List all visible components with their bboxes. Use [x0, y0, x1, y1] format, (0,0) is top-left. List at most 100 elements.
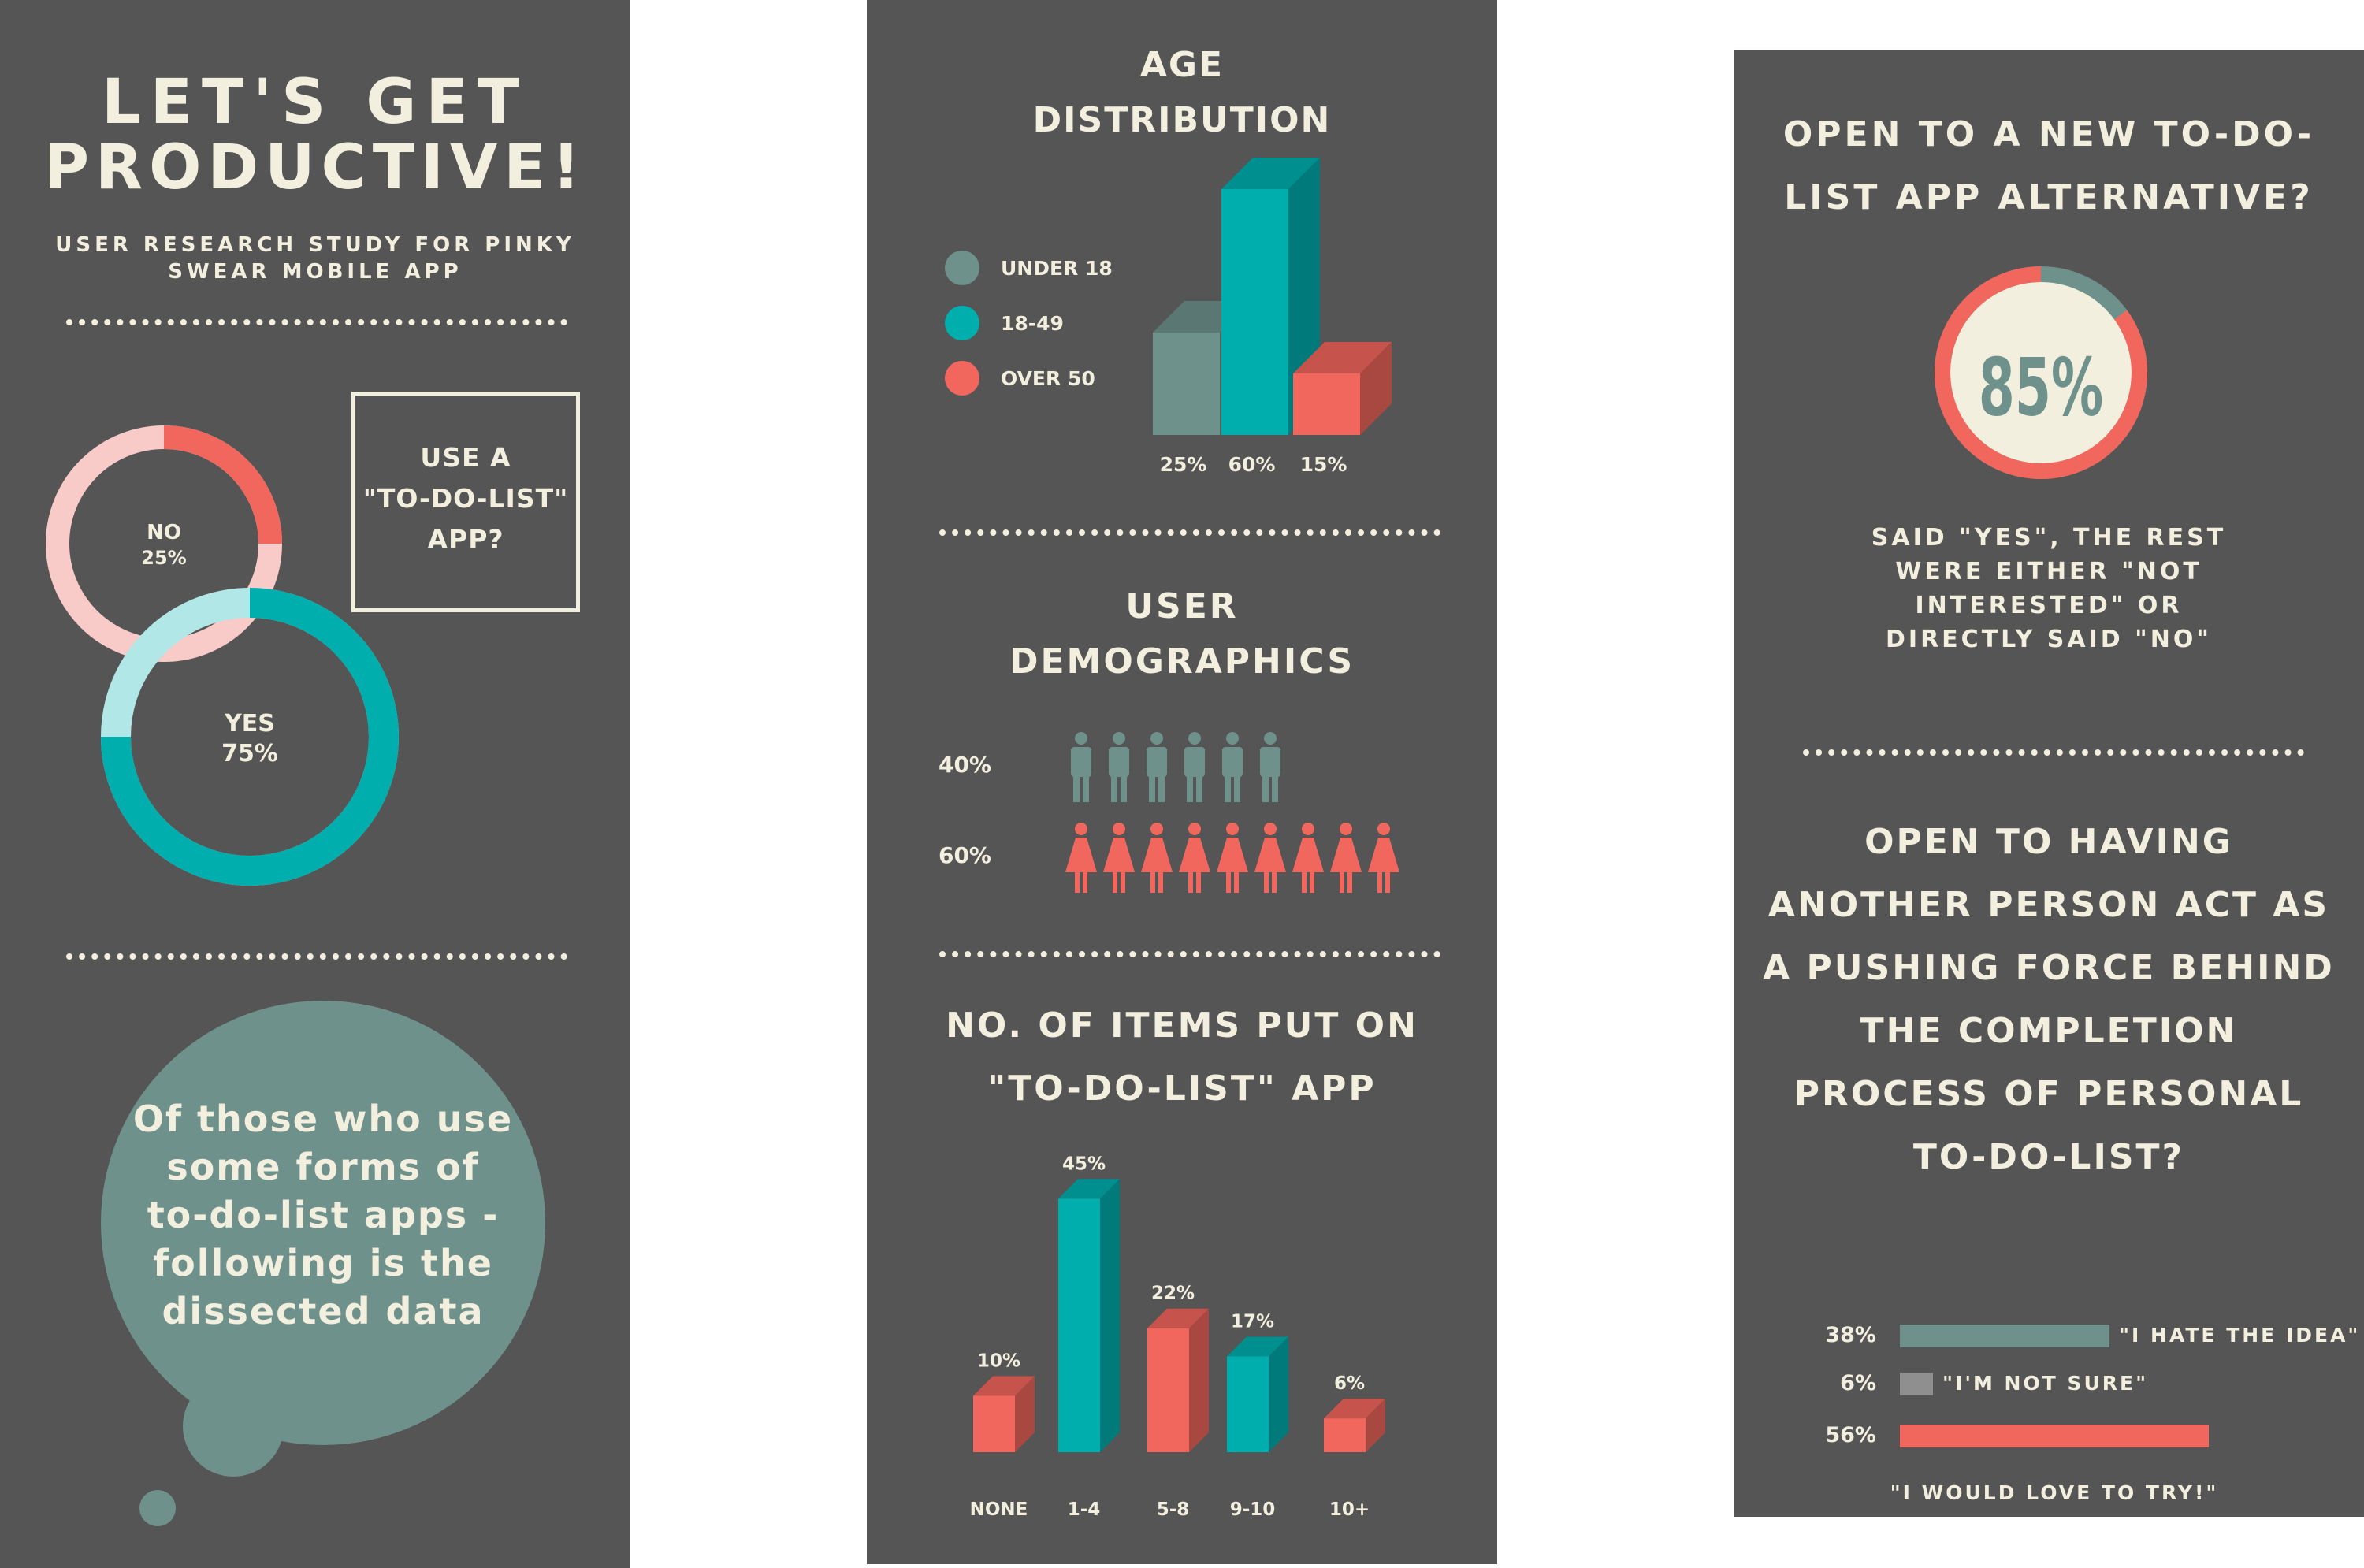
- thought-bubble: [101, 1001, 545, 1526]
- divider: [939, 529, 1440, 536]
- items-value-label: 17%: [1231, 1311, 1274, 1332]
- hbar-category-label: "I'M NOT SURE": [1942, 1372, 2148, 1395]
- female-person-icon: [1065, 823, 1097, 893]
- legend-label: OVER 50: [1001, 367, 1095, 390]
- divider: [939, 951, 1440, 957]
- items-bar-top: [1324, 1399, 1385, 1419]
- male-person-icon: [1222, 732, 1243, 802]
- items-bar-side: [1100, 1179, 1120, 1452]
- panel-intro: LET'S GET PRODUCTIVE! USER RESEARCH STUD…: [0, 0, 630, 1568]
- torso: [1109, 747, 1129, 777]
- new-app-caption: SAID "YES", THE REST WERE EITHER "NOT IN…: [1871, 524, 2227, 653]
- no-ring-slice: [163, 425, 282, 544]
- items-chart-title: NO. OF ITEMS PUT ON "TO-DO-LIST" APP: [946, 1005, 1418, 1109]
- ring-center: [1946, 278, 2135, 467]
- age-bar: [1221, 189, 1288, 435]
- male-person-icon: [1184, 732, 1205, 802]
- head: [1264, 823, 1277, 835]
- panel-demographics: AGE DISTRIBUTION UNDER 18 18-49 OVER 50 25%…: [867, 0, 1497, 1564]
- leg: [1083, 871, 1087, 893]
- user-demographics-chart: 40% 60%: [939, 732, 1399, 893]
- yes-label: YES: [224, 710, 275, 738]
- items-category-label: 5-8: [1157, 1499, 1190, 1520]
- head: [1226, 823, 1239, 835]
- thought-bubble-body: [101, 1001, 545, 1445]
- torso: [1071, 747, 1091, 777]
- age-distribution-chart: UNDER 18 18-49 OVER 50 25% 60% 15%: [945, 158, 1392, 476]
- demographic-value-label: 40%: [939, 752, 991, 778]
- head: [1150, 823, 1163, 835]
- head: [1188, 823, 1201, 835]
- female-person-icon: [1217, 823, 1248, 893]
- dress: [1217, 838, 1248, 872]
- leg: [1302, 871, 1307, 893]
- legend-dot: [945, 306, 979, 340]
- leg: [1272, 871, 1277, 893]
- items-value-label: 6%: [1334, 1373, 1365, 1394]
- items-bar-top: [1058, 1179, 1120, 1199]
- leg: [1121, 772, 1127, 802]
- leg: [1075, 871, 1080, 893]
- head: [1150, 732, 1163, 745]
- age-value-label: 25%: [1160, 453, 1207, 476]
- ring-value-arc: [1935, 266, 2147, 479]
- male-person-icon: [1109, 732, 1129, 802]
- dress: [1330, 838, 1362, 872]
- items-bar: [973, 1395, 1015, 1452]
- leg: [1149, 772, 1155, 802]
- items-bar-top: [973, 1376, 1035, 1396]
- age-bar-top: [1221, 158, 1320, 189]
- head: [1075, 732, 1087, 745]
- items-category-label: NONE: [970, 1499, 1028, 1520]
- question-box-label: USE A "TO-DO-LIST" APP?: [362, 442, 569, 555]
- user-demographics-title: USER DEMOGRAPHICS: [1009, 586, 1355, 682]
- items-bar: [1227, 1356, 1269, 1452]
- leg: [1226, 871, 1231, 893]
- items-category-label: 9-10: [1230, 1499, 1276, 1520]
- thought-bubble-tail: [183, 1376, 284, 1477]
- hbar: [1900, 1425, 2209, 1447]
- female-person-icon: [1292, 823, 1324, 893]
- leg: [1234, 871, 1239, 893]
- question-box: [351, 392, 580, 612]
- head: [1377, 823, 1390, 835]
- pushing-force-chart: 38% "I HATE THE IDEA" 6% "I'M NOT SURE" 56% "…: [1825, 1323, 2358, 1504]
- demographic-value-label: 60%: [939, 842, 991, 868]
- head: [1302, 823, 1314, 835]
- subtitle: USER RESEARCH STUDY FOR PINKY SWEAR MOBI…: [55, 233, 575, 284]
- leg: [1340, 871, 1344, 893]
- leg: [1347, 871, 1352, 893]
- age-value-label: 60%: [1228, 453, 1276, 476]
- thought-bubble-dot: [139, 1490, 176, 1526]
- items-bar-top: [1147, 1308, 1209, 1328]
- female-person-icon: [1179, 823, 1210, 893]
- yes-ring-slice: [101, 588, 399, 886]
- items-bar: [1058, 1198, 1100, 1452]
- items-bar-side: [1366, 1399, 1385, 1452]
- leg: [1187, 772, 1193, 802]
- head: [1340, 823, 1352, 835]
- dress: [1141, 838, 1173, 872]
- leg: [1121, 871, 1125, 893]
- male-person-icon: [1147, 732, 1167, 802]
- female-person-icon: [1141, 823, 1173, 893]
- leg: [1150, 871, 1155, 893]
- torso: [1147, 747, 1167, 777]
- leg: [1196, 871, 1201, 893]
- female-person-icon: [1103, 823, 1135, 893]
- female-person-icon: [1330, 823, 1362, 893]
- legend-dot: [945, 361, 979, 396]
- head: [1113, 823, 1125, 835]
- leg: [1377, 871, 1382, 893]
- items-category-label: 10+: [1329, 1499, 1370, 1520]
- divider: [1803, 749, 2304, 756]
- dress: [1368, 838, 1399, 872]
- hbar-value-label: 6%: [1840, 1371, 1876, 1395]
- head: [1113, 732, 1125, 745]
- items-value-label: 45%: [1062, 1154, 1106, 1174]
- male-person-icon: [1260, 732, 1280, 802]
- leg: [1272, 772, 1278, 802]
- new-app-ring-chart: 85%: [1935, 266, 2147, 479]
- hbar-value-label: 38%: [1825, 1323, 1876, 1347]
- head: [1188, 732, 1201, 745]
